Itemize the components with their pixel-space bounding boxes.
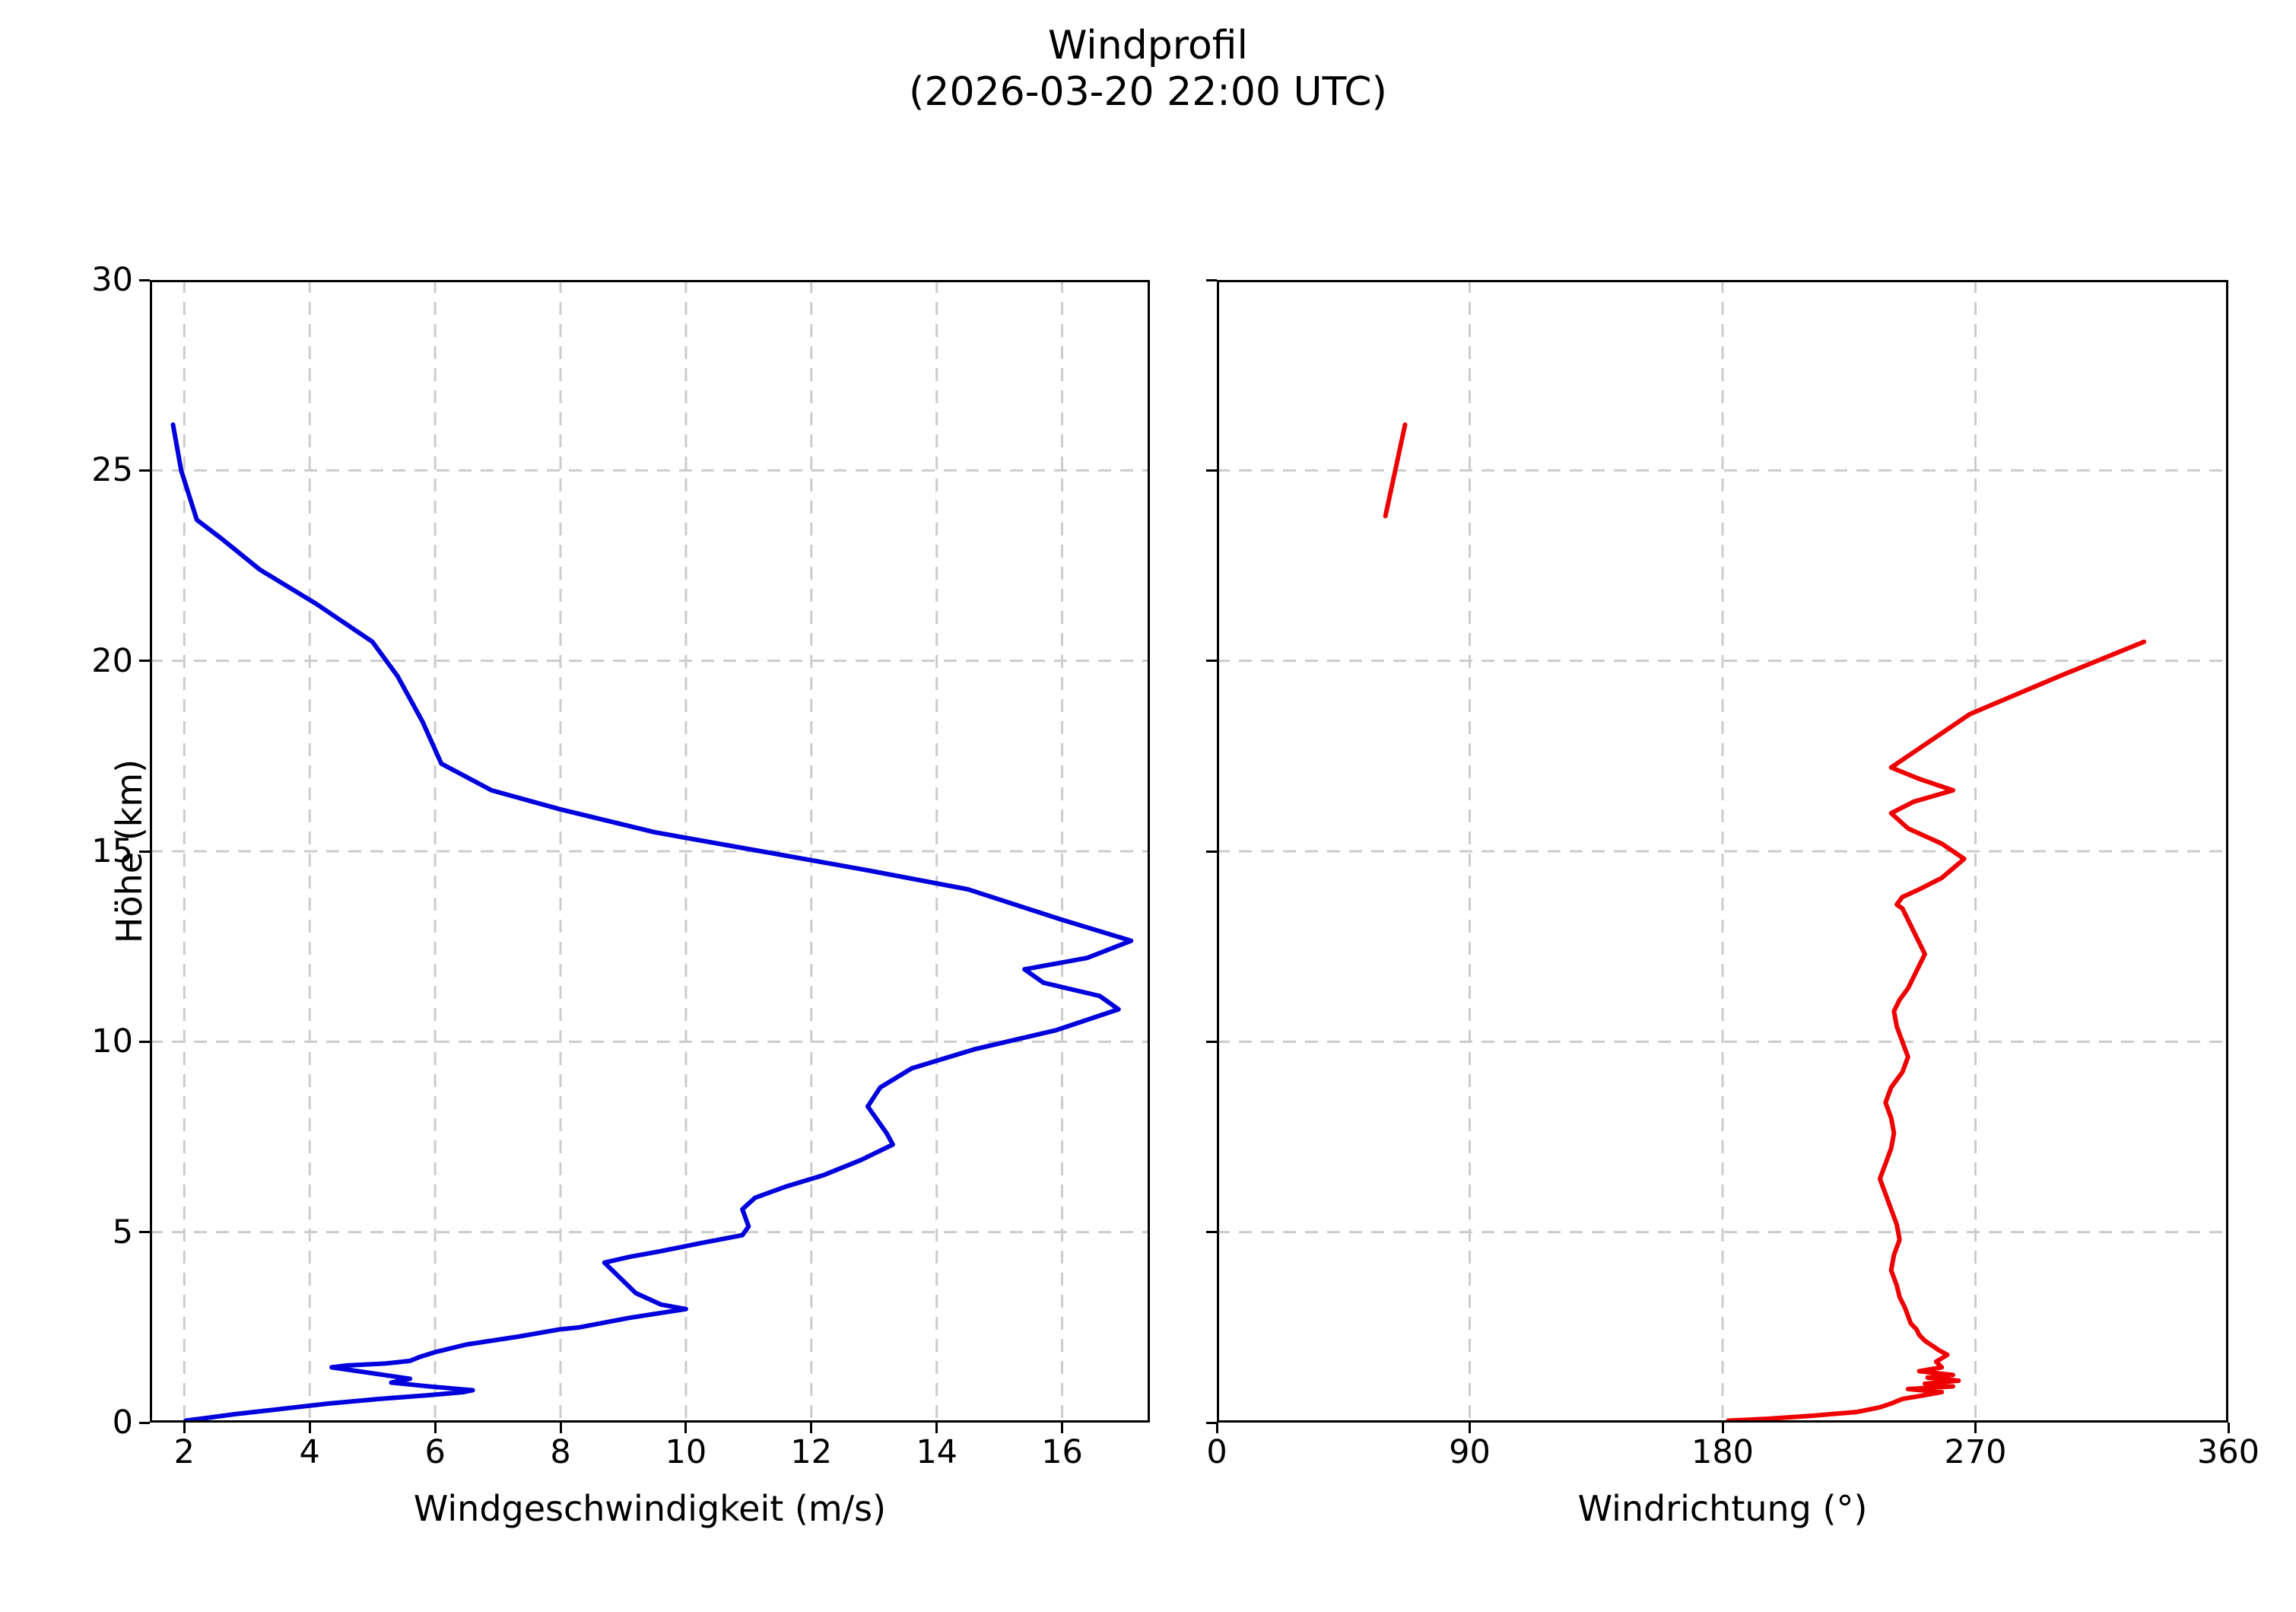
wind-speed-panel: 0 5 10 15 20 25 30 2 4 6 8 10 12 14 16 Windgeschwindi… [91, 261, 1150, 1529]
wind-direction-x-tick-labels: 0 90 180 270 360 [1206, 280, 2259, 1471]
y-tick-mark [1206, 1231, 1217, 1234]
wind-speed-x-tick-labels: 2 4 6 8 10 12 14 16 [150, 280, 1150, 1471]
x-tick-label: 90 [1449, 1433, 1491, 1471]
y-tick-mark [139, 1040, 150, 1043]
y-tick-mark [139, 1231, 150, 1234]
x-tick-label: 14 [916, 1433, 958, 1471]
x-tick-mark [308, 1423, 311, 1433]
data-series-line [1728, 642, 2144, 1421]
y-tick-mark [1206, 469, 1217, 472]
wind-speed-plot [150, 280, 1150, 1423]
x-tick-label: 270 [1944, 1433, 2007, 1471]
x-tick-label: 10 [665, 1433, 707, 1471]
x-tick-label: 2 [173, 1433, 195, 1471]
y-tick-label: 0 [112, 1404, 133, 1442]
y-tick-mark [1206, 850, 1217, 853]
figure-title: Windprofil (2026-03-20 22:00 UTC) [909, 23, 1387, 116]
wind-direction-plot [1217, 280, 2228, 1423]
x-tick-mark [810, 1423, 813, 1433]
x-tick-mark [1721, 1423, 1724, 1433]
x-tick-label: 4 [299, 1433, 320, 1471]
x-tick-mark [1974, 1423, 1977, 1433]
y-tick-mark [139, 1421, 150, 1424]
x-tick-mark [1469, 1423, 1471, 1433]
data-series-line [1386, 424, 1405, 516]
x-tick-mark [559, 1423, 562, 1433]
y-tick-mark [1206, 278, 1217, 281]
x-tick-mark [1215, 1423, 1218, 1433]
y-tick-mark [1206, 1040, 1217, 1043]
x-tick-label: 6 [424, 1433, 446, 1471]
y-tick-mark [139, 469, 150, 472]
wind-direction-x-axis-label: Windrichtung (°) [1577, 1488, 1868, 1529]
y-tick-mark [139, 278, 150, 281]
x-tick-label: 0 [1206, 1433, 1227, 1471]
y-tick-label: 5 [112, 1213, 133, 1251]
y-tick-label: 10 [91, 1022, 133, 1061]
y-tick-label: 30 [91, 261, 133, 299]
y-tick-mark [139, 660, 150, 663]
x-tick-mark [433, 1423, 437, 1433]
y-tick-label: 25 [91, 451, 133, 490]
y-tick-mark [139, 850, 150, 853]
wind-speed-y-tick-labels: 0 5 10 15 20 25 30 [91, 261, 1150, 1442]
wind-speed-axes-frame [150, 280, 1150, 1423]
y-tick-mark [1206, 1421, 1217, 1424]
wind-direction-axes-frame [1217, 280, 2228, 1423]
x-tick-label: 180 [1691, 1433, 1755, 1471]
wind-direction-panel: 0 90 180 270 360 Windrichtung (°) [1206, 278, 2259, 1529]
x-tick-label: 12 [790, 1433, 833, 1471]
y-tick-label: 15 [91, 832, 133, 870]
data-series-line [173, 424, 1132, 1420]
y-tick-label: 20 [91, 641, 133, 680]
x-tick-label: 360 [2196, 1433, 2260, 1471]
wind-speed-x-axis-label: Windgeschwindigkeit (m/s) [413, 1488, 887, 1529]
x-tick-mark [2227, 1423, 2230, 1433]
x-tick-mark [935, 1423, 938, 1433]
x-tick-mark [684, 1423, 688, 1433]
x-tick-label: 16 [1041, 1433, 1083, 1471]
x-tick-label: 8 [550, 1433, 571, 1471]
x-tick-mark [1061, 1423, 1064, 1433]
y-tick-mark [1206, 660, 1217, 663]
x-tick-mark [183, 1423, 186, 1433]
